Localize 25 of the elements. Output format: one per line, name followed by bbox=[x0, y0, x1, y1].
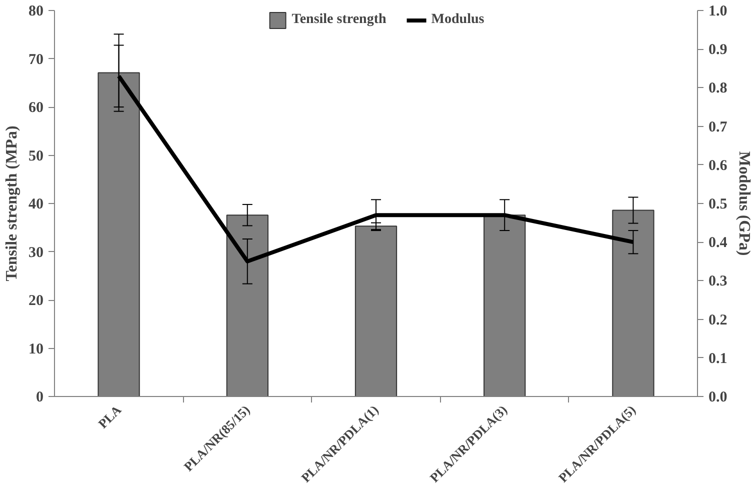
y-axis-title: Tensile strength (MPa) bbox=[4, 126, 20, 282]
y-tick-label: 80 bbox=[28, 4, 44, 20]
y-tick-label: 20 bbox=[28, 293, 44, 309]
y-tick-label: 30 bbox=[28, 244, 44, 261]
legend-label: Modulus bbox=[431, 12, 484, 28]
y2-tick-label: 0.6 bbox=[708, 158, 728, 174]
y2-tick-label: 0.5 bbox=[708, 196, 728, 212]
y-tick-label: 50 bbox=[28, 148, 44, 164]
y2-tick-label: 1.0 bbox=[708, 4, 728, 20]
y2-tick-label: 0.8 bbox=[708, 80, 728, 97]
y-tick-label: 10 bbox=[28, 341, 44, 358]
y-tick-label: 0 bbox=[36, 390, 44, 406]
legend-label: Tensile strength bbox=[292, 12, 386, 28]
y2-axis-title: Modolus (GPa) bbox=[735, 151, 752, 256]
y2-tick-label: 0.0 bbox=[708, 390, 728, 406]
y2-tick-label: 0.9 bbox=[708, 42, 728, 58]
y-tick-label: 60 bbox=[28, 100, 44, 116]
y2-tick-label: 0.1 bbox=[708, 350, 728, 367]
y2-tick-label: 0.3 bbox=[708, 274, 728, 290]
y2-tick-label: 0.7 bbox=[708, 119, 728, 136]
y-tick-label: 70 bbox=[28, 52, 44, 68]
x-tick-label: PLA bbox=[95, 402, 125, 432]
y-tick-label: 40 bbox=[28, 196, 44, 212]
y2-tick-label: 0.2 bbox=[708, 312, 728, 328]
y2-tick-label: 0.4 bbox=[708, 235, 728, 252]
